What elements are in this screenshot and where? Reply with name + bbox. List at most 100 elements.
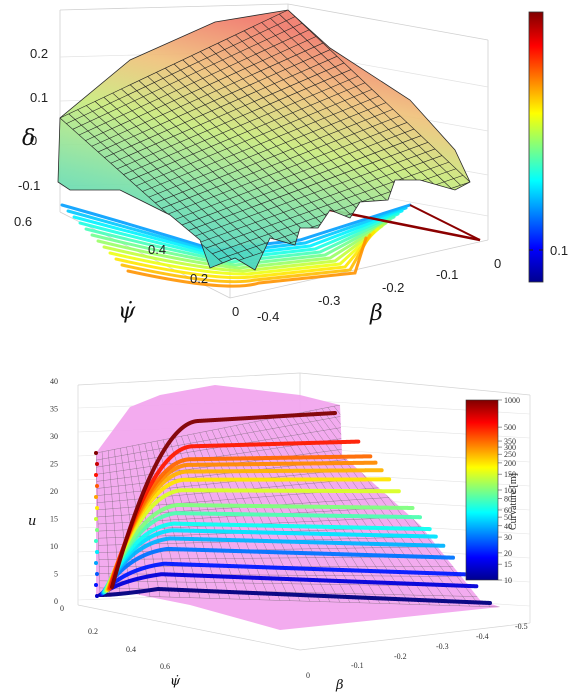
box-edge xyxy=(287,3,489,41)
mesh-line xyxy=(96,404,341,454)
z-tick-label: -0.1 xyxy=(18,178,40,193)
curvature-lines xyxy=(94,411,492,605)
mesh-line xyxy=(186,142,429,232)
colorbar-tick-label: 50 xyxy=(504,513,512,522)
mesh-line xyxy=(235,34,414,202)
y-tick-label: 0 xyxy=(232,304,239,319)
mesh-line xyxy=(279,13,461,186)
surface-mesh xyxy=(57,9,471,271)
delta-surface-plot: -0.1 0 0.1 0.2 0 0.2 0.4 0.6 -0.4 -0.3 -0.2 -0.1 0 δ… xyxy=(14,3,568,326)
curvature-point xyxy=(94,539,98,543)
contour-line xyxy=(90,218,392,267)
mesh-line xyxy=(208,47,386,211)
box-edge xyxy=(299,372,531,396)
x-tick-label: 0 xyxy=(494,256,501,271)
mesh-line xyxy=(99,594,500,608)
x-tick-label: -0.1 xyxy=(436,267,458,282)
mesh-line xyxy=(180,135,422,226)
box-edge xyxy=(59,3,289,11)
colorbar-tick-label: 250 xyxy=(504,450,516,459)
mesh-line xyxy=(270,18,452,189)
curvature-point xyxy=(94,495,98,499)
x-tick-label: -0.3 xyxy=(318,293,340,308)
x-tick-label: -0.2 xyxy=(394,652,407,661)
curvature-line xyxy=(98,586,492,605)
z-tick-label: 30 xyxy=(50,432,58,441)
colorbar-tick-label: 80 xyxy=(504,495,512,504)
mesh-line xyxy=(155,108,394,204)
y-axis-label: ψ̇ xyxy=(170,674,181,689)
curvature-point xyxy=(95,550,99,554)
mesh-line xyxy=(191,55,367,218)
z-tick-label: 0.1 xyxy=(30,90,48,105)
y-tick-label: 0.6 xyxy=(160,662,170,671)
colorbar-tick-label: 40 xyxy=(504,522,512,531)
mesh-line xyxy=(161,115,401,209)
colorbar-tick-label: 150 xyxy=(504,470,516,479)
x-tick-label: -0.4 xyxy=(476,632,489,641)
mesh-line xyxy=(96,414,349,461)
axis-ticks: 0 5 10 15 20 25 30 35 40 0 0.2 0.4 0.6 0 -0.1 -0.2 -0.3 -… xyxy=(50,377,528,680)
mesh-line xyxy=(252,26,433,195)
curvature-point xyxy=(94,473,98,477)
y-tick-label: 0.6 xyxy=(14,214,32,229)
contour-line xyxy=(96,221,388,270)
contour-line xyxy=(84,215,396,264)
colorbar-tick-label: 10 xyxy=(504,576,512,585)
mesh-line xyxy=(200,51,376,215)
z-tick-label: 35 xyxy=(50,405,58,414)
z-tick-label: 5 xyxy=(54,570,58,579)
z-tick-label: 25 xyxy=(50,460,58,469)
x-axis-label: β xyxy=(335,678,344,693)
z-axis-label: δ xyxy=(22,126,35,151)
y-tick-label: 0.4 xyxy=(126,645,136,654)
contour-line xyxy=(114,230,376,280)
z-axis-label: u xyxy=(28,514,36,529)
y-tick-label: 0.4 xyxy=(148,242,166,257)
x-tick-label: -0.1 xyxy=(351,661,364,670)
z-tick-label: 20 xyxy=(50,487,58,496)
y-tick-label: 0.2 xyxy=(190,271,208,286)
curvature-point xyxy=(95,484,99,488)
x-tick-label: 0 xyxy=(306,671,310,680)
y-tick-label: 0 xyxy=(60,604,64,613)
contour-line xyxy=(120,233,372,284)
colorbar-tick-label: 200 xyxy=(504,459,516,468)
x-axis-label: β xyxy=(369,301,383,326)
colorbar-tick-label: 15 xyxy=(504,560,512,569)
x-tick-label: -0.4 xyxy=(257,309,279,324)
mesh-line xyxy=(217,43,395,208)
box-edge xyxy=(77,372,301,386)
curvature-point xyxy=(95,528,99,532)
contour-floor xyxy=(60,203,481,288)
mesh-line xyxy=(226,38,405,205)
z-tick-label: 0 xyxy=(54,597,58,606)
mesh-line xyxy=(193,148,436,238)
mesh-line xyxy=(148,102,387,198)
delta-surface-chart: -0.1 0 0.1 0.2 0 0.2 0.4 0.6 -0.4 -0.3 -0.2 -0.1 0 δ… xyxy=(0,0,572,345)
z-tick-label: 0 xyxy=(30,133,37,148)
x-tick-label: -0.2 xyxy=(382,280,404,295)
curvature-point xyxy=(94,583,98,587)
x-tick-label: -0.5 xyxy=(515,622,528,631)
mesh-line xyxy=(261,22,442,192)
contour-line xyxy=(108,227,380,276)
z-tick-label: 0.2 xyxy=(30,46,48,61)
curvature-line xyxy=(110,411,337,589)
curvature-point xyxy=(95,462,99,466)
colorbar-label: Curvature [m] xyxy=(508,473,519,530)
curvature-point xyxy=(95,594,99,598)
axis-ticks: -0.1 0 0.1 0.2 0 0.2 0.4 0.6 -0.4 -0.3 -0.2 -0.1 0 xyxy=(14,46,501,324)
curvature-point xyxy=(95,506,99,510)
x-tick-label: -0.3 xyxy=(436,642,449,651)
z-tick-label: 15 xyxy=(50,515,58,524)
curvature-point xyxy=(94,561,98,565)
speed-surface-plot: 0 5 10 15 20 25 30 35 40 0 0.2 0.4 0.6 0 -0.1 -0.2 -0.3 -… xyxy=(28,372,531,693)
colorbar-tick-label: 350 xyxy=(504,437,516,446)
mesh-line xyxy=(167,122,408,215)
contour-line xyxy=(126,236,368,288)
y-axis-label: ψ̇ xyxy=(118,299,136,324)
z-tick-label: 10 xyxy=(50,542,58,551)
curvature-point xyxy=(94,451,98,455)
